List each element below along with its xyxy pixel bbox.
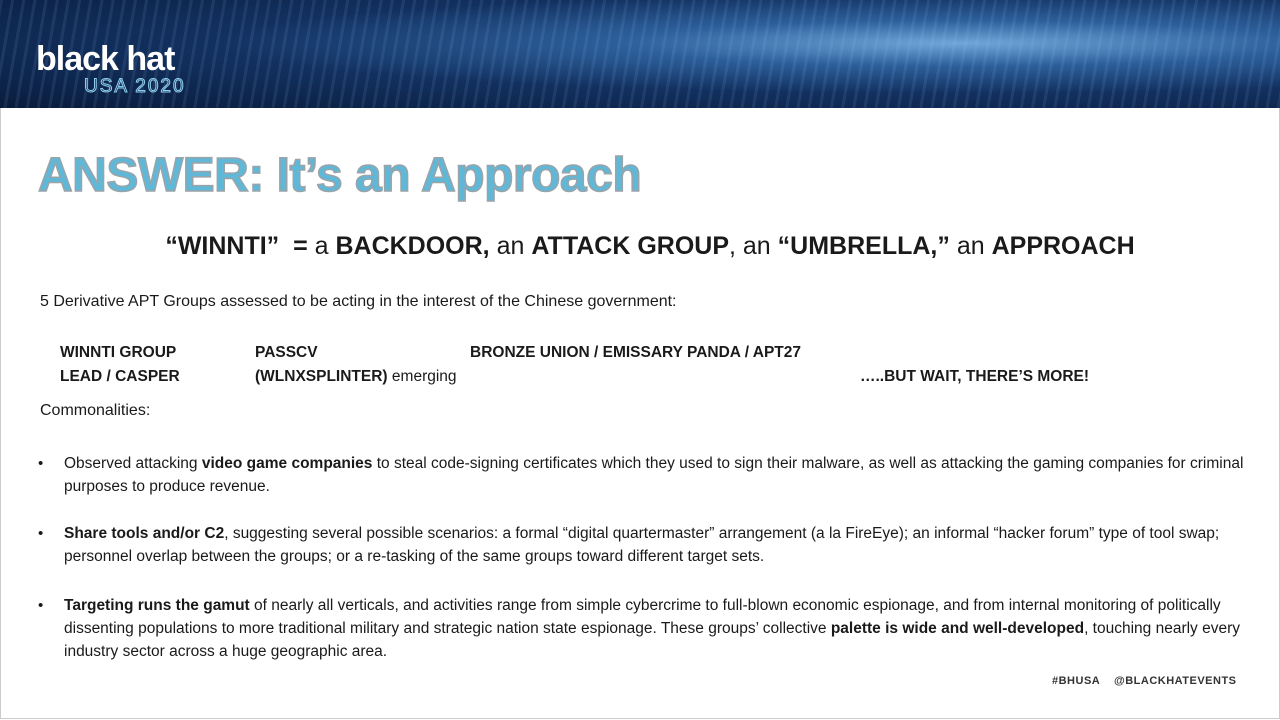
text-run: Share tools and/or C2 — [64, 525, 225, 542]
text-run: video game companies — [201, 455, 373, 472]
group-name: LEAD / CASPER — [60, 368, 180, 385]
bullet-dot: • — [38, 525, 44, 542]
text-run: BACKDOOR, — [335, 232, 490, 260]
bullet-text: Targeting runs the gamut of nearly all v… — [64, 594, 1264, 663]
text-run: , an — [729, 232, 778, 260]
bullet-dot: • — [38, 597, 44, 614]
intro-text: 5 Derivative APT Groups assessed to be a… — [40, 293, 677, 310]
text-run: a — [307, 232, 336, 260]
group-name: BRONZE UNION / EMISSARY PANDA / APT27 — [470, 344, 801, 361]
text-run: Observed attacking — [64, 455, 202, 472]
group-name: WINNTI GROUP — [60, 344, 177, 361]
header-banner: black hat USA 2020 — [0, 0, 1280, 108]
text-run: Targeting runs the gamut — [64, 597, 250, 614]
group-name: PASSCV — [255, 344, 318, 361]
text-run: palette is wide and well-developed — [830, 620, 1085, 637]
section-label: Commonalities: — [40, 402, 151, 419]
handle: @BLACKHATEVENTS — [1114, 675, 1237, 687]
slide-title: ANSWER: It’s an Approach — [37, 148, 642, 203]
text-run: an — [949, 232, 992, 260]
bullet-text: Share tools and/or C2, suggesting severa… — [64, 522, 1264, 568]
logo: black hat — [36, 40, 175, 78]
bullet-text: Observed attacking video game companies … — [64, 452, 1264, 498]
text-run: (WLNXSPLINTER) — [255, 368, 388, 385]
text-run: APPROACH — [991, 232, 1135, 260]
event-name: USA 2020 — [84, 76, 186, 98]
subtitle: “WINNTI” = a BACKDOOR, an ATTACK GROUP, … — [0, 232, 1280, 261]
text-run: to steal code-signing certificates which… — [64, 455, 1244, 495]
hashtag: #BHUSA — [1052, 675, 1101, 687]
bullet-dot: • — [38, 455, 44, 472]
text-run: emerging — [387, 368, 457, 385]
text-run: , touching nearly every industry sector … — [64, 620, 1241, 660]
group-name: (WLNXSPLINTER) emerging — [255, 368, 457, 386]
text-run: “UMBRELLA,” — [777, 232, 950, 260]
text-run: an — [489, 232, 532, 260]
text-run: of nearly all verticals, and activities … — [64, 597, 1221, 637]
text-run: , suggesting several possible scenarios:… — [64, 525, 1220, 565]
text-run: “WINNTI” = — [165, 232, 308, 260]
teaser: …..BUT WAIT, THERE’S MORE! — [860, 368, 1090, 385]
text-run: ATTACK GROUP — [531, 232, 730, 260]
